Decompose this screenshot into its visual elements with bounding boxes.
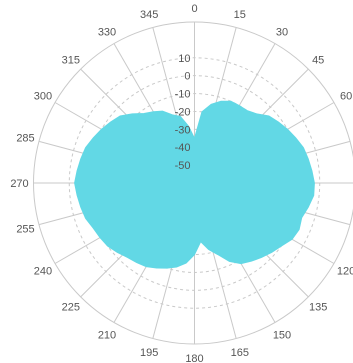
angular-tick-label: 180 (185, 353, 203, 363)
radial-tick-label: -20 (175, 106, 191, 118)
angular-tick-label: 330 (98, 26, 116, 38)
angular-tick-label: 60 (340, 91, 352, 103)
angular-tick-label: 240 (34, 266, 52, 278)
angular-tick-label: 255 (16, 223, 34, 235)
angular-tick-label: 345 (140, 9, 158, 21)
angular-tick-label: 135 (309, 302, 327, 314)
angular-tick-label: 195 (140, 347, 158, 359)
radial-tick-label: -30 (175, 124, 191, 136)
angular-tick-label: 165 (231, 347, 249, 359)
angular-tick-label: 45 (312, 54, 324, 66)
angular-tick-label: 120 (337, 266, 353, 278)
angular-tick-label: 0 (191, 3, 197, 15)
angular-tick-label: 15 (234, 9, 246, 21)
angular-tick-label: 150 (273, 330, 291, 342)
angular-tick-label: 270 (10, 178, 28, 190)
radial-tick-label: 0 (184, 71, 190, 83)
series-layer (74, 100, 315, 269)
angular-tick-label: 210 (98, 330, 116, 342)
angular-tick-label: 285 (16, 133, 34, 145)
radial-tick-label: -40 (175, 142, 191, 154)
radial-tick-label: -50 (175, 160, 191, 172)
angular-tick-label: 315 (62, 54, 80, 66)
series-area (74, 100, 315, 269)
angular-tick-label: 30 (276, 26, 288, 38)
radial-tick-label: -10 (175, 89, 191, 101)
angular-tick-label: 300 (34, 91, 52, 103)
radial-tick-labels: 10 0 -10 -20 -30 -40 -50 (175, 53, 191, 172)
radial-tick-label: 10 (178, 53, 190, 65)
angular-tick-label: 225 (62, 302, 80, 314)
angular-tick-labels: 0153045607590105120135150165180195210225… (10, 3, 353, 363)
